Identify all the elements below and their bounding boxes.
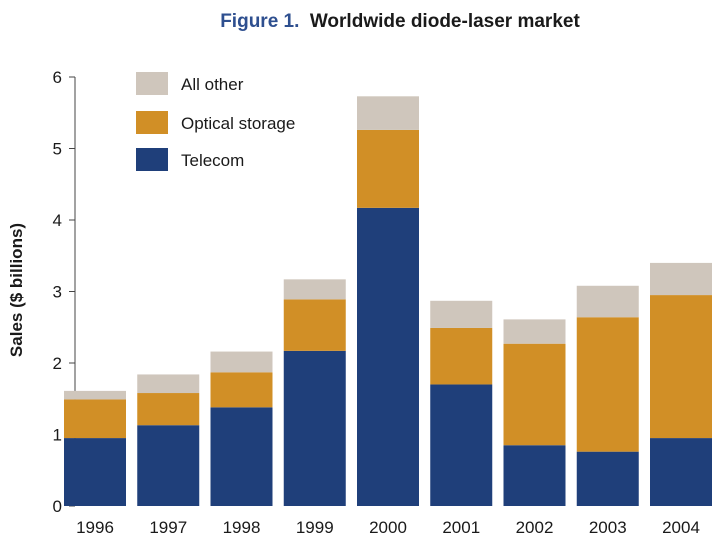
x-tick-label: 2001 — [442, 518, 480, 537]
bars — [64, 96, 712, 506]
bar-segment-telecom — [430, 384, 493, 506]
legend-swatch-all-other — [136, 72, 168, 95]
y-tick-label: 4 — [53, 211, 62, 230]
bar-segment-all-other — [283, 279, 346, 300]
bar-segment-all-other — [503, 319, 566, 344]
bar-segment-telecom — [137, 425, 200, 506]
x-axis: 1996 1997 1998 1999 2000 2001 2002 2003 2004 — [76, 518, 700, 537]
y-tick-label: 2 — [53, 354, 62, 373]
legend-swatch-optical-storage — [136, 111, 168, 134]
bar-segment-all-other — [137, 374, 200, 394]
bar-segment-optical-storage — [650, 295, 712, 439]
x-tick-label: 2003 — [589, 518, 627, 537]
legend-label-telecom: Telecom — [181, 151, 244, 170]
bar-segment-telecom — [64, 438, 126, 506]
x-tick-label: 1998 — [223, 518, 261, 537]
bar-segment-optical-storage — [210, 372, 273, 408]
legend: All other Optical storage Telecom — [136, 72, 295, 171]
x-tick-label: 1997 — [149, 518, 187, 537]
x-tick-label: 1999 — [296, 518, 334, 537]
y-tick-label: 6 — [53, 68, 62, 87]
x-tick-label: 2002 — [516, 518, 554, 537]
legend-label-all-other: All other — [181, 75, 244, 94]
legend-label-optical-storage: Optical storage — [181, 114, 295, 133]
bar-segment-optical-storage — [357, 129, 419, 208]
y-tick-label: 3 — [53, 283, 62, 302]
chart-title: Figure 1. Worldwide diode-laser market — [220, 11, 580, 32]
x-tick-label: 2000 — [369, 518, 407, 537]
bar-segment-optical-storage — [576, 317, 639, 452]
x-tick-label: 1996 — [76, 518, 114, 537]
bar-segment-telecom — [210, 407, 273, 506]
bar-segment-telecom — [650, 438, 712, 506]
y-tick-label: 5 — [53, 140, 62, 159]
bar-segment-telecom — [357, 207, 419, 506]
bar-segment-all-other — [576, 285, 639, 318]
bar-segment-telecom — [576, 451, 639, 506]
bar-segment-optical-storage — [283, 299, 346, 351]
legend-swatch-telecom — [136, 148, 168, 171]
bar-segment-all-other — [430, 300, 493, 328]
bar-segment-telecom — [283, 350, 346, 506]
y-axis-title: Sales ($ billions) — [7, 223, 26, 357]
y-tick-label: 0 — [53, 497, 62, 516]
bar-segment-telecom — [503, 445, 566, 506]
chart-title-prefix: Figure 1. — [220, 11, 299, 32]
bar-segment-optical-storage — [137, 393, 200, 426]
bar-segment-optical-storage — [430, 327, 493, 385]
bar-segment-all-other — [64, 390, 126, 400]
x-tick-label: 2004 — [662, 518, 700, 537]
y-tick-label: 1 — [53, 426, 62, 445]
bar-segment-optical-storage — [64, 399, 126, 439]
bar-segment-all-other — [650, 262, 712, 296]
bar-segment-optical-storage — [503, 343, 566, 446]
bar-segment-all-other — [357, 96, 419, 130]
chart-title-main: Worldwide diode-laser market — [310, 11, 581, 32]
bar-segment-all-other — [210, 351, 273, 373]
